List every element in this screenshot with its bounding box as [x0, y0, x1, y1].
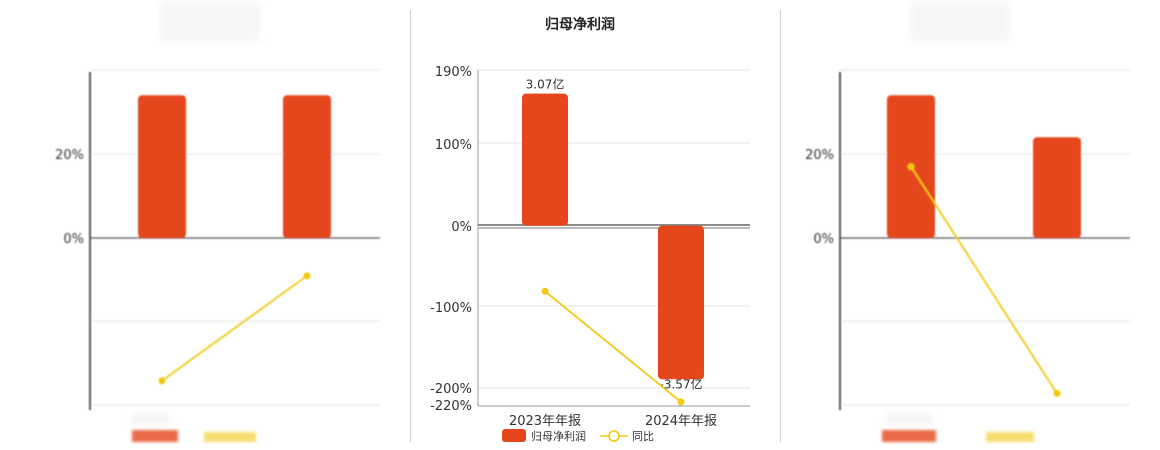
bar [1033, 137, 1081, 238]
y-tick-label: 0% [451, 220, 472, 235]
legend-swatch-marker[interactable] [608, 430, 620, 442]
series-line [161, 275, 308, 382]
series-line [544, 290, 682, 403]
series-line [910, 166, 1058, 394]
panel-divider [780, 10, 781, 442]
left-chart: 20% 0% [55, 69, 380, 442]
panel-divider [410, 10, 411, 442]
chart-title: 归母净利润 [545, 16, 615, 33]
right-title-ghost [910, 2, 1010, 42]
line-point [541, 287, 549, 295]
legend-label-bar[interactable]: 归母净利润 [531, 429, 586, 443]
y-tick-label: -100% [430, 301, 472, 316]
x-tick-label: 2024年年报 [645, 414, 717, 429]
left-title-ghost [160, 2, 260, 42]
data-label: 3.07亿 [526, 77, 565, 92]
legend-line-ghost [986, 432, 1034, 442]
line-point [1053, 389, 1061, 397]
legend-ghost [132, 414, 170, 424]
legend-swatch-bar[interactable] [502, 429, 526, 442]
line-point [303, 272, 311, 280]
data-label: -3.57亿 [659, 376, 702, 391]
y-tick-label: -200% [430, 382, 472, 397]
legend-line-ghost [204, 432, 256, 442]
line-point [907, 163, 915, 171]
y-tick-label: 20% [805, 148, 834, 163]
y-tick-label: 20% [55, 148, 84, 163]
bar [138, 95, 186, 238]
legend-ghost [886, 414, 932, 424]
y-tick-label: -220% [430, 399, 472, 414]
bar [658, 225, 704, 380]
line-point [158, 377, 166, 385]
right-chart: 20% 0% [805, 69, 1130, 442]
x-tick-label: 2023年年报 [509, 414, 581, 429]
y-tick-label: 100% [435, 138, 472, 153]
legend-swatch-ghost [132, 430, 178, 442]
y-tick-label: 190% [435, 65, 472, 80]
legend-label-line[interactable]: 同比 [632, 430, 654, 443]
bar [522, 93, 568, 226]
y-tick-label: 0% [63, 232, 84, 247]
center-chart: 归母净利润 190% 100% 0% -100% -200% -220% 202… [430, 16, 750, 443]
bar [283, 95, 331, 238]
line-point [677, 398, 685, 406]
y-tick-label: 0% [813, 232, 834, 247]
legend-swatch-ghost [882, 430, 936, 442]
